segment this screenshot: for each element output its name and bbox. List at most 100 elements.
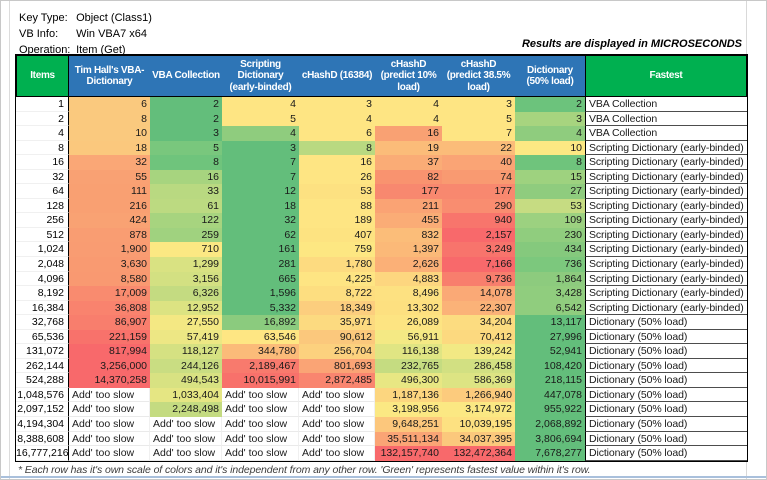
- value-cell-too-slow[interactable]: Add' too slow: [150, 417, 222, 432]
- value-cell[interactable]: 407: [299, 227, 375, 243]
- value-cell[interactable]: 9,736: [442, 271, 515, 287]
- value-cell[interactable]: 8,496: [375, 286, 442, 301]
- fastest-cell[interactable]: Scripting Dictionary (early-binded): [585, 198, 747, 214]
- value-cell[interactable]: 63,546: [222, 329, 299, 345]
- items-cell[interactable]: 524,288: [16, 373, 69, 388]
- value-cell[interactable]: 5: [150, 140, 222, 156]
- value-cell[interactable]: 455: [375, 213, 442, 228]
- value-cell-too-slow[interactable]: Add' too slow: [150, 446, 222, 461]
- value-cell[interactable]: 586,369: [442, 373, 515, 388]
- value-cell[interactable]: 832: [375, 227, 442, 243]
- value-cell[interactable]: 10: [515, 140, 585, 156]
- value-cell[interactable]: 216: [69, 198, 150, 214]
- fastest-cell[interactable]: Scripting Dictionary (early-binded): [585, 286, 747, 301]
- column-header-metric[interactable]: Scripting Dictionary (early-binded): [222, 55, 299, 97]
- value-cell[interactable]: 3: [299, 97, 375, 112]
- value-cell[interactable]: 18,349: [299, 300, 375, 316]
- value-cell[interactable]: 35,971: [299, 315, 375, 330]
- value-cell-too-slow[interactable]: Add' too slow: [69, 446, 150, 461]
- value-cell-too-slow[interactable]: Add' too slow: [299, 431, 375, 447]
- value-cell[interactable]: 18: [222, 198, 299, 214]
- value-cell[interactable]: 3,428: [515, 286, 585, 301]
- value-cell-too-slow[interactable]: Add' too slow: [69, 387, 150, 403]
- value-cell[interactable]: 40: [442, 155, 515, 170]
- value-cell[interactable]: 7,678,277: [515, 446, 585, 461]
- value-cell[interactable]: 7: [222, 169, 299, 185]
- fastest-cell[interactable]: Dictionary (50% load): [585, 446, 747, 461]
- value-cell[interactable]: 290: [442, 198, 515, 214]
- items-cell[interactable]: 16,384: [16, 300, 69, 316]
- value-cell[interactable]: 57,419: [150, 329, 222, 345]
- fastest-cell[interactable]: Dictionary (50% load): [585, 417, 747, 432]
- value-cell[interactable]: 2,157: [442, 227, 515, 243]
- fastest-cell[interactable]: Dictionary (50% load): [585, 329, 747, 345]
- value-cell[interactable]: 16: [375, 126, 442, 141]
- value-cell[interactable]: 132,472,364: [442, 446, 515, 461]
- value-cell-too-slow[interactable]: Add' too slow: [222, 446, 299, 461]
- value-cell[interactable]: 34,037,395: [442, 431, 515, 447]
- value-cell[interactable]: 12,952: [150, 300, 222, 316]
- value-cell[interactable]: 878: [69, 227, 150, 243]
- fastest-cell[interactable]: VBA Collection: [585, 111, 747, 127]
- value-cell[interactable]: 16,892: [222, 315, 299, 330]
- items-cell[interactable]: 8: [16, 140, 69, 156]
- value-cell[interactable]: 3: [515, 111, 585, 127]
- value-cell[interactable]: 4: [222, 126, 299, 141]
- value-cell-too-slow[interactable]: Add' too slow: [299, 417, 375, 432]
- value-cell[interactable]: 36,808: [69, 300, 150, 316]
- value-cell[interactable]: 736: [515, 257, 585, 272]
- column-header-metric[interactable]: cHashD (16384): [299, 55, 375, 97]
- value-cell[interactable]: 1,266,940: [442, 387, 515, 403]
- value-cell[interactable]: 7,166: [442, 257, 515, 272]
- value-cell[interactable]: 2,068,892: [515, 417, 585, 432]
- items-cell[interactable]: 256: [16, 213, 69, 228]
- value-cell[interactable]: 2,248,498: [150, 402, 222, 418]
- value-cell[interactable]: 3,156: [150, 271, 222, 287]
- fastest-cell[interactable]: Dictionary (50% load): [585, 344, 747, 359]
- value-cell-too-slow[interactable]: Add' too slow: [299, 402, 375, 418]
- items-cell[interactable]: 32,768: [16, 315, 69, 330]
- value-cell[interactable]: 5: [222, 111, 299, 127]
- column-header-metric[interactable]: Tim Hall's VBA-Dictionary: [69, 55, 150, 97]
- items-cell[interactable]: 1,048,576: [16, 387, 69, 403]
- value-cell[interactable]: 177: [375, 184, 442, 199]
- value-cell[interactable]: 6: [69, 97, 150, 112]
- value-cell[interactable]: 10,039,195: [442, 417, 515, 432]
- value-cell[interactable]: 118,127: [150, 344, 222, 359]
- value-cell[interactable]: 26,089: [375, 315, 442, 330]
- items-cell[interactable]: 2,048: [16, 257, 69, 272]
- value-cell[interactable]: 8: [299, 140, 375, 156]
- value-cell[interactable]: 2: [515, 97, 585, 112]
- value-cell-too-slow[interactable]: Add' too slow: [69, 417, 150, 432]
- value-cell[interactable]: 18: [69, 140, 150, 156]
- value-cell[interactable]: 259: [150, 227, 222, 243]
- value-cell[interactable]: 52,941: [515, 344, 585, 359]
- value-cell[interactable]: 116,138: [375, 344, 442, 359]
- items-cell[interactable]: 4,096: [16, 271, 69, 287]
- column-header-items[interactable]: Items: [16, 55, 69, 97]
- value-cell[interactable]: 13,117: [515, 315, 585, 330]
- fastest-cell[interactable]: Scripting Dictionary (early-binded): [585, 271, 747, 287]
- value-cell[interactable]: 3,174,972: [442, 402, 515, 418]
- items-cell[interactable]: 8,388,608: [16, 431, 69, 447]
- value-cell-too-slow[interactable]: Add' too slow: [69, 402, 150, 418]
- value-cell[interactable]: 710: [150, 242, 222, 258]
- fastest-cell[interactable]: Dictionary (50% load): [585, 387, 747, 403]
- value-cell[interactable]: 447,078: [515, 387, 585, 403]
- value-cell[interactable]: 281: [222, 257, 299, 272]
- value-cell[interactable]: 2,189,467: [222, 358, 299, 374]
- items-cell[interactable]: 16: [16, 155, 69, 170]
- items-cell[interactable]: 2: [16, 111, 69, 127]
- value-cell-too-slow[interactable]: Add' too slow: [69, 431, 150, 447]
- value-cell[interactable]: 26: [299, 169, 375, 185]
- value-cell[interactable]: 27,996: [515, 329, 585, 345]
- value-cell[interactable]: 1,033,404: [150, 387, 222, 403]
- value-cell[interactable]: 22: [442, 140, 515, 156]
- value-cell[interactable]: 4,225: [299, 271, 375, 287]
- value-cell[interactable]: 53: [299, 184, 375, 199]
- value-cell[interactable]: 8: [515, 155, 585, 170]
- items-cell[interactable]: 8,192: [16, 286, 69, 301]
- value-cell[interactable]: 211: [375, 198, 442, 214]
- value-cell[interactable]: 817,994: [69, 344, 150, 359]
- value-cell[interactable]: 37: [375, 155, 442, 170]
